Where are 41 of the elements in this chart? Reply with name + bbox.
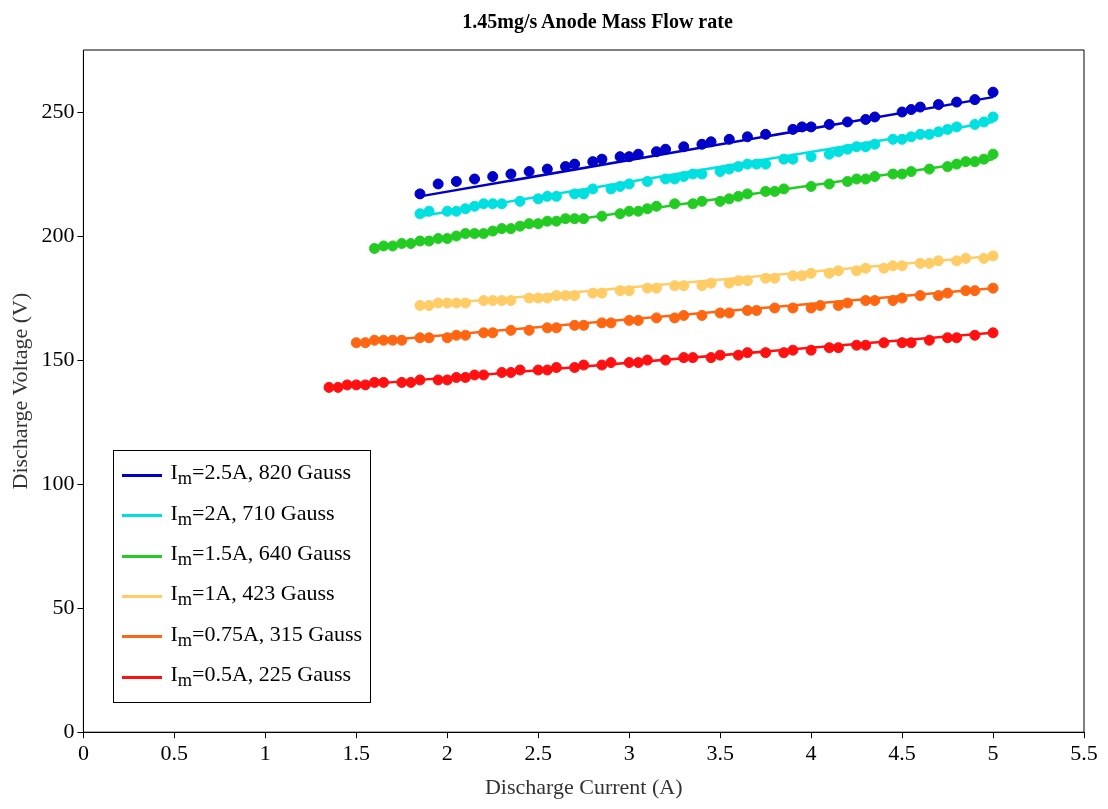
x-tick-label: 3.5 [706,740,734,766]
point [432,178,444,190]
y-tick-label: 150 [41,345,75,371]
legend-label: I$_{m}$=2.5A, 820 Gauss [170,458,352,491]
x-tick-label: 5.5 [1070,740,1098,766]
point [505,168,517,180]
point [987,111,999,123]
point [987,148,999,160]
point [450,175,462,187]
x-tick-label: 1.5 [342,740,371,766]
x-axis-title: Discharge Current (A) [484,773,683,799]
legend-label: I$_{m}$=2A, 710 Gauss [170,498,335,531]
point [469,173,481,185]
y-tick-label: 0 [63,717,75,743]
y-tick-label: 250 [41,97,75,123]
point [805,151,817,163]
y-tick-label: 200 [41,221,75,247]
x-tick-label: 4 [805,740,817,766]
point [541,163,553,175]
x-tick-label: 0.5 [160,740,189,766]
point [569,158,581,170]
point [487,171,499,183]
legend-label: I$_{m}$=0.75A, 315 Gauss [170,619,363,653]
y-tick-label: 50 [52,593,75,619]
point [987,86,999,98]
point [523,166,535,178]
chart-title: 1.45mg/s Anode Mass Flow rate [461,10,734,33]
point [987,327,999,339]
x-tick-label: 4.5 [888,740,916,766]
x-tick-label: 5 [987,740,999,766]
legend-label: I$_{m}$=0.5A, 225 Gauss [170,660,352,693]
y-tick-label: 100 [41,469,75,495]
y-axis-title: Discharge Voltage (V) [6,292,32,490]
legend-label: I$_{m}$=1.5A, 640 Gauss [170,538,352,572]
x-tick-label: 1 [259,740,271,766]
x-tick-label: 2.5 [524,740,552,766]
legend-label: I$_{m}$=1A, 423 Gauss [170,579,335,612]
point [760,158,772,170]
x-tick-label: 2 [441,740,453,766]
x-tick-label: 3 [623,740,635,766]
point [596,153,608,165]
